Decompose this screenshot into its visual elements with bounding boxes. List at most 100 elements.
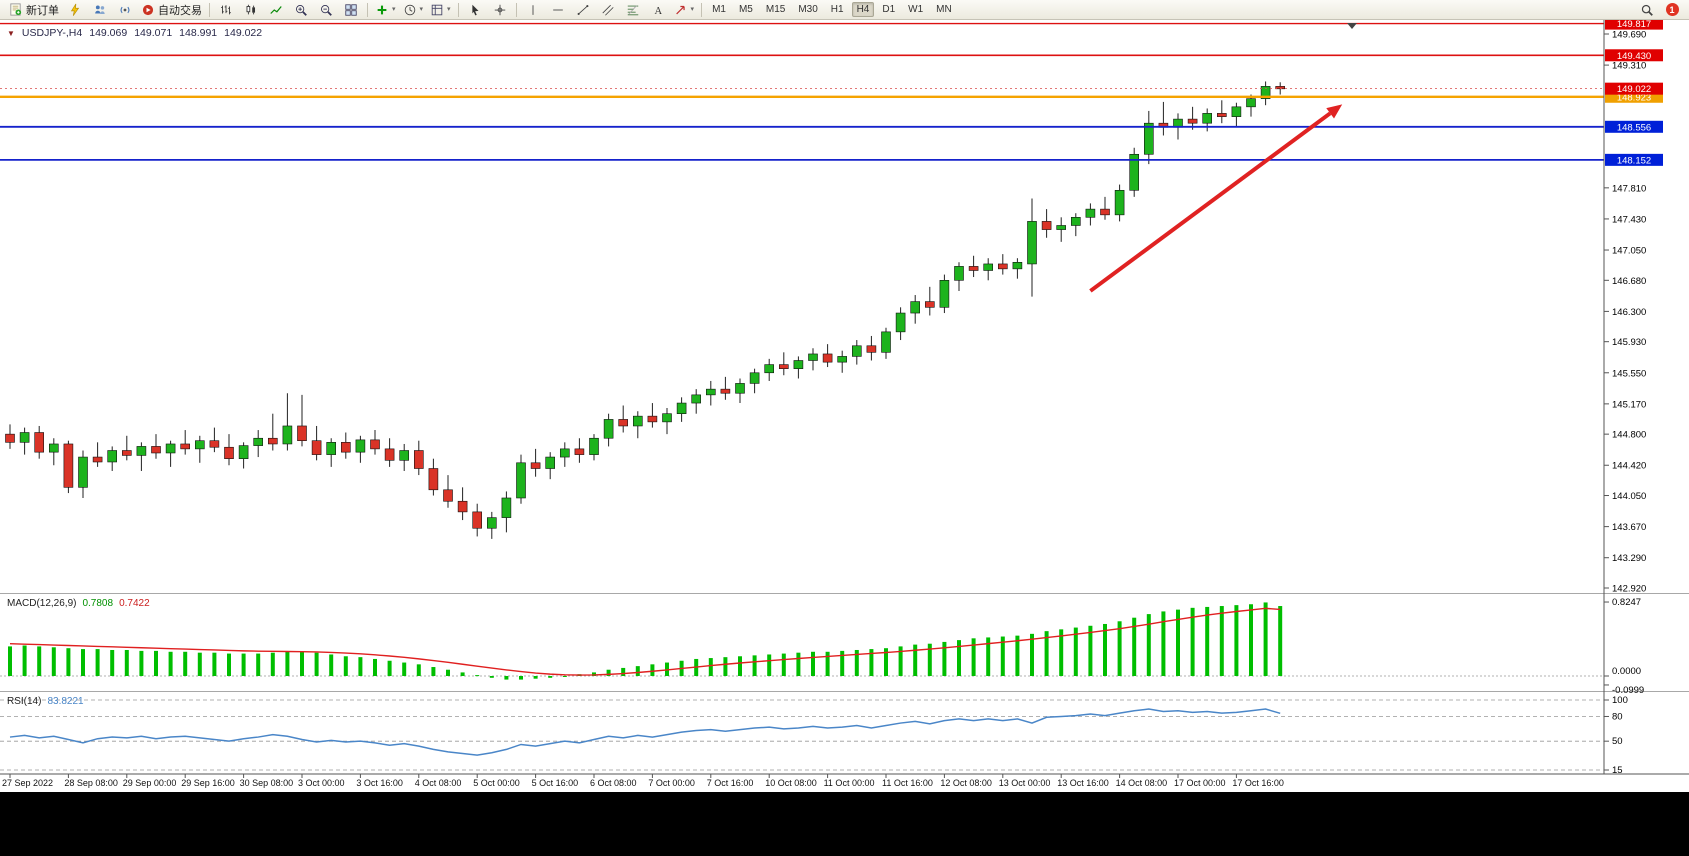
svg-text:17 Oct 00:00: 17 Oct 00:00 xyxy=(1174,778,1226,788)
timeframe-m15-button[interactable]: M15 xyxy=(765,4,786,15)
zoom-in-button[interactable] xyxy=(289,1,313,19)
new-order-label: 新订单 xyxy=(26,4,59,17)
fibonacci-tool-button[interactable] xyxy=(621,1,645,19)
community-button[interactable] xyxy=(88,1,112,19)
timeframe-h4-button[interactable]: H4 xyxy=(851,2,875,17)
horizontal-line-icon xyxy=(552,9,563,10)
svg-text:14 Oct 08:00: 14 Oct 08:00 xyxy=(1116,778,1168,788)
ohlc-close: 149.022 xyxy=(224,27,263,39)
crosshair-icon xyxy=(494,4,505,15)
tile-windows-icon xyxy=(345,3,357,16)
broadcast-icon xyxy=(120,6,130,13)
rsi-value: 83.8221 xyxy=(47,696,84,707)
toolbar-separator xyxy=(701,2,703,17)
timeframe-mn-button[interactable]: MN xyxy=(936,4,952,15)
svg-text:149.430: 149.430 xyxy=(1617,51,1651,62)
svg-text:144.050: 144.050 xyxy=(1612,491,1646,502)
svg-text:4 Oct 08:00: 4 Oct 08:00 xyxy=(415,778,462,788)
svg-text:11 Oct 00:00: 11 Oct 00:00 xyxy=(824,778,875,788)
search-button[interactable] xyxy=(1635,1,1659,19)
channel-icon xyxy=(601,4,614,16)
symbol-title: USDJPY-,H4 xyxy=(21,27,83,39)
chart-canvas[interactable]: 0.8247 0.0000 -0.0999 100 80 50 15 149.690 149.3… xyxy=(0,20,1689,792)
toolbar-separator xyxy=(209,2,210,17)
svg-text:145.550: 145.550 xyxy=(1612,368,1646,379)
svg-text:147.430: 147.430 xyxy=(1612,214,1646,225)
svg-text:149.022: 149.022 xyxy=(1617,84,1651,95)
svg-text:149.690: 149.690 xyxy=(1612,30,1646,41)
templates-button[interactable]: ▾ xyxy=(427,1,454,19)
timeframe-d1-button[interactable]: D1 xyxy=(882,4,896,15)
svg-text:12 Oct 08:00: 12 Oct 08:00 xyxy=(940,778,992,788)
cursor-tool-button[interactable] xyxy=(463,1,487,19)
new-order-button[interactable]: 新订单 xyxy=(5,1,62,19)
timeframe-m5-button[interactable]: M5 xyxy=(738,4,753,15)
zoom-out-button[interactable] xyxy=(314,1,338,19)
svg-text:145.930: 145.930 xyxy=(1612,337,1646,348)
notifications-button[interactable]: 1 xyxy=(1660,1,1684,19)
horizontal-line-tool-button[interactable] xyxy=(546,1,570,19)
toolbar-separator xyxy=(457,2,459,17)
quick-trade-button[interactable] xyxy=(63,1,87,19)
svg-text:100: 100 xyxy=(1612,695,1628,706)
line-chart-mode-button[interactable] xyxy=(264,1,288,19)
timeframe-m1-button[interactable]: M1 xyxy=(712,4,726,15)
svg-text:148.556: 148.556 xyxy=(1617,122,1651,133)
svg-text:29 Sep 00:00: 29 Sep 00:00 xyxy=(123,778,177,788)
svg-text:146.300: 146.300 xyxy=(1612,307,1646,318)
svg-text:A: A xyxy=(654,5,662,16)
auto-trading-icon xyxy=(142,4,154,15)
tile-windows-button[interactable] xyxy=(339,1,363,19)
timeframe-w1-button[interactable]: W1 xyxy=(908,4,924,15)
svg-text:6 Oct 08:00: 6 Oct 08:00 xyxy=(590,778,637,788)
dropdown-caret-icon: ▾ xyxy=(392,6,396,13)
auto-trading-button[interactable]: 自动交易 xyxy=(138,1,205,19)
one-click-caret-icon[interactable]: ▼ xyxy=(7,28,15,38)
auto-trading-label: 自动交易 xyxy=(158,4,202,17)
vertical-line-tool-button[interactable] xyxy=(521,1,545,19)
dropdown-caret-icon: ▾ xyxy=(419,6,424,13)
svg-text:145.170: 145.170 xyxy=(1612,399,1646,410)
macd-name: MACD(12,26,9) xyxy=(7,598,77,609)
lightning-icon xyxy=(70,3,80,16)
svg-text:143.290: 143.290 xyxy=(1612,553,1646,564)
toolbar-separator xyxy=(515,2,517,17)
fibonacci-icon xyxy=(627,4,638,15)
toolbar: 新订单 自动交易 xyxy=(0,0,1689,20)
notification-badge: 1 xyxy=(1665,3,1679,16)
svg-text:7 Oct 00:00: 7 Oct 00:00 xyxy=(648,778,695,788)
symbol-info: ▼ USDJPY-,H4 149.069 149.071 148.991 149… xyxy=(7,27,262,39)
timeframes-menu-button[interactable]: ▾ xyxy=(400,1,427,19)
svg-text:3 Oct 00:00: 3 Oct 00:00 xyxy=(298,778,345,788)
svg-text:13 Oct 00:00: 13 Oct 00:00 xyxy=(999,778,1051,788)
channel-tool-button[interactable] xyxy=(596,1,620,19)
macd-indicator-label: MACD(12,26,9) 0.7808 0.7422 xyxy=(7,598,150,609)
candle-chart-mode-button[interactable] xyxy=(239,1,263,19)
text-tool-button[interactable]: A xyxy=(646,1,670,19)
add-indicator-button[interactable]: ▾ xyxy=(372,1,399,19)
svg-text:7 Oct 16:00: 7 Oct 16:00 xyxy=(707,778,754,788)
ohlc-low: 148.991 xyxy=(179,27,218,39)
new-order-icon xyxy=(10,3,22,16)
timeframe-h1-button[interactable]: H1 xyxy=(830,4,844,15)
template-icon xyxy=(431,4,443,15)
signals-button[interactable] xyxy=(113,1,137,19)
svg-text:147.810: 147.810 xyxy=(1612,183,1646,194)
svg-text:0.8247: 0.8247 xyxy=(1612,597,1641,608)
trendline-tool-button[interactable] xyxy=(571,1,595,19)
vertical-line-icon xyxy=(532,4,533,15)
arrows-tool-button[interactable]: ▾ xyxy=(671,1,698,19)
macd-signal-value: 0.7422 xyxy=(119,598,150,609)
users-icon xyxy=(95,4,105,14)
bar-chart-mode-button[interactable] xyxy=(214,1,238,19)
ohlc-high: 149.071 xyxy=(134,27,173,39)
crosshair-tool-button[interactable] xyxy=(488,1,512,19)
timeframe-m30-button[interactable]: M30 xyxy=(798,4,818,15)
svg-text:144.420: 144.420 xyxy=(1612,461,1646,472)
dropdown-caret-icon: ▾ xyxy=(690,6,695,13)
svg-text:5 Oct 16:00: 5 Oct 16:00 xyxy=(532,778,579,788)
cursor-icon xyxy=(471,4,479,15)
svg-text:-0.0999: -0.0999 xyxy=(1612,685,1644,696)
